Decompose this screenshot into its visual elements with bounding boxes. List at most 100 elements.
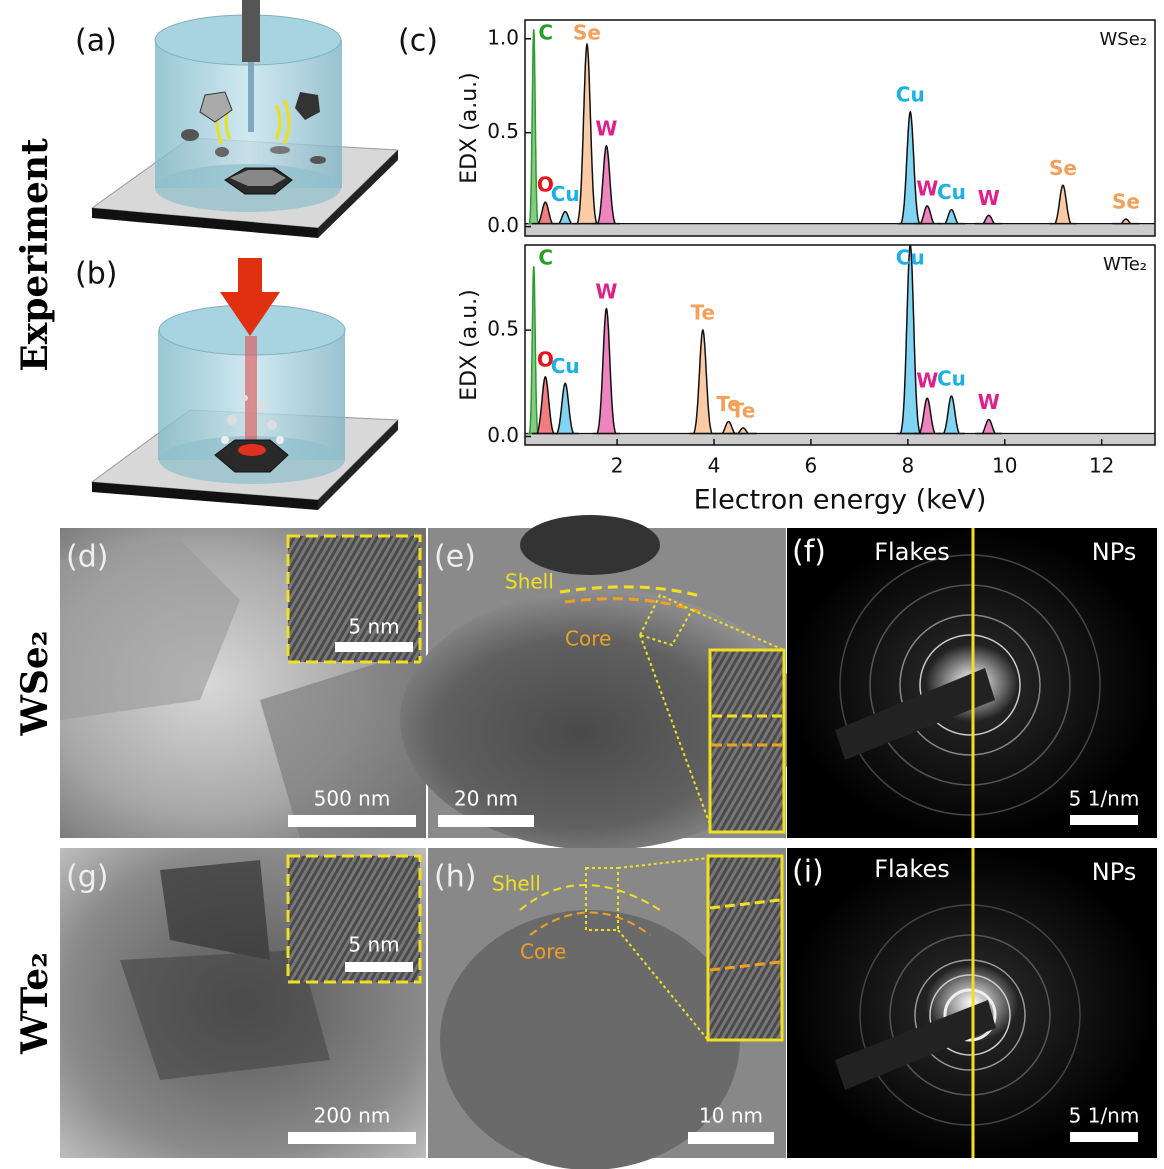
panel-label: (c) xyxy=(398,24,438,59)
peak-label: W xyxy=(978,186,1000,210)
beam-stop xyxy=(835,668,995,760)
peak-label: W xyxy=(916,176,938,200)
spectrum-label: WSe₂ xyxy=(1099,29,1147,50)
annotation: Flakes xyxy=(874,855,950,883)
scale-bar xyxy=(345,962,413,972)
rings xyxy=(839,554,1101,816)
flake xyxy=(260,650,426,838)
y-tick-label: 0.0 xyxy=(487,213,519,237)
annotation: Shell xyxy=(492,872,541,896)
peak-label: Cu xyxy=(896,246,925,270)
peak-label: Cu xyxy=(551,182,580,206)
baseline-area xyxy=(525,223,1155,236)
inset xyxy=(706,854,784,1042)
peak-label: O xyxy=(537,347,554,371)
peak-label: Te xyxy=(716,392,741,416)
x-axis-label: Electron energy (keV) xyxy=(694,485,987,516)
baseline-area xyxy=(525,433,1155,445)
scale-label: 5 nm xyxy=(348,933,399,957)
scale-label: 5 1/nm xyxy=(1069,787,1140,811)
inset xyxy=(286,534,422,664)
peak xyxy=(975,214,1003,225)
peak-label: Cu xyxy=(551,354,580,378)
peak-label: W xyxy=(916,369,938,393)
side-label: WTe₂ xyxy=(14,952,56,1055)
scale-bar xyxy=(1070,1132,1138,1142)
panel-label: (a) xyxy=(75,24,117,59)
panel-label: (i) xyxy=(792,855,824,890)
panel-label: (b) xyxy=(75,257,117,292)
peak xyxy=(896,245,924,435)
illustration-b xyxy=(90,258,400,510)
peak-label: O xyxy=(537,173,554,197)
scale-label: 10 nm xyxy=(699,1104,763,1128)
scale-bar xyxy=(688,1132,774,1144)
x-tick-label: 10 xyxy=(992,454,1017,478)
peak xyxy=(689,328,717,435)
scale-label: 20 nm xyxy=(454,787,518,811)
peak xyxy=(527,29,540,225)
beam-stop xyxy=(835,1000,996,1090)
illustration-a xyxy=(90,0,400,238)
peak xyxy=(937,208,965,225)
scale-bar xyxy=(335,642,413,652)
rings xyxy=(859,904,1081,1126)
annotation: Shell xyxy=(505,570,554,594)
inset xyxy=(286,854,422,984)
peak-label: W xyxy=(978,390,1000,414)
peak xyxy=(729,427,757,435)
annotation: NPs xyxy=(1092,538,1137,566)
y-tick-label: 0.5 xyxy=(487,317,519,341)
panel-label: (f) xyxy=(792,535,826,570)
peak-label: W xyxy=(595,279,617,303)
annotation: Core xyxy=(520,940,566,964)
particle xyxy=(400,590,800,850)
annotation: Flakes xyxy=(874,538,950,566)
peak xyxy=(896,110,924,225)
y-tick-label: 0.0 xyxy=(487,423,519,447)
peak xyxy=(592,144,620,225)
peak-label: Se xyxy=(1112,190,1140,214)
x-tick-label: 4 xyxy=(708,454,721,478)
scale-label: 5 nm xyxy=(348,615,399,639)
peak xyxy=(913,397,941,435)
peak-label: Cu xyxy=(937,180,966,204)
scale-bar xyxy=(438,815,534,827)
x-tick-label: 12 xyxy=(1089,454,1114,478)
y-tick-label: 0.5 xyxy=(487,119,519,143)
inset xyxy=(708,648,786,834)
peak-label: W xyxy=(595,116,617,140)
scale-bar xyxy=(1070,815,1138,825)
axes-frame xyxy=(524,19,1156,237)
scale-bar xyxy=(288,1132,416,1144)
peak-label: Cu xyxy=(896,83,925,107)
scale-label: 200 nm xyxy=(314,1104,391,1128)
y-axis-label: EDX (a.u.) xyxy=(457,72,482,183)
peak-label: Se xyxy=(1049,156,1077,180)
peak-label: C xyxy=(538,246,553,270)
side-label: Experiment xyxy=(14,138,56,372)
particle xyxy=(440,910,740,1169)
annotation: NPs xyxy=(1092,858,1137,886)
peak-label: Se xyxy=(573,21,601,45)
x-tick-label: 6 xyxy=(805,454,818,478)
peak xyxy=(937,395,965,435)
peak-label: Te xyxy=(691,301,716,325)
scale-bar xyxy=(288,815,416,827)
annotation: Core xyxy=(565,627,611,651)
peak xyxy=(715,420,743,435)
side-label: WSe₂ xyxy=(14,630,56,736)
peak xyxy=(573,42,601,225)
panel-label: (d) xyxy=(66,540,108,575)
peak-label: C xyxy=(538,21,553,45)
scale-label: 500 nm xyxy=(314,787,391,811)
peak xyxy=(1049,184,1077,225)
peak xyxy=(551,382,579,435)
flake xyxy=(60,540,240,720)
panel-label: (e) xyxy=(434,540,476,575)
peak xyxy=(1112,218,1140,225)
x-tick-label: 8 xyxy=(901,454,914,478)
peak xyxy=(975,418,1003,435)
